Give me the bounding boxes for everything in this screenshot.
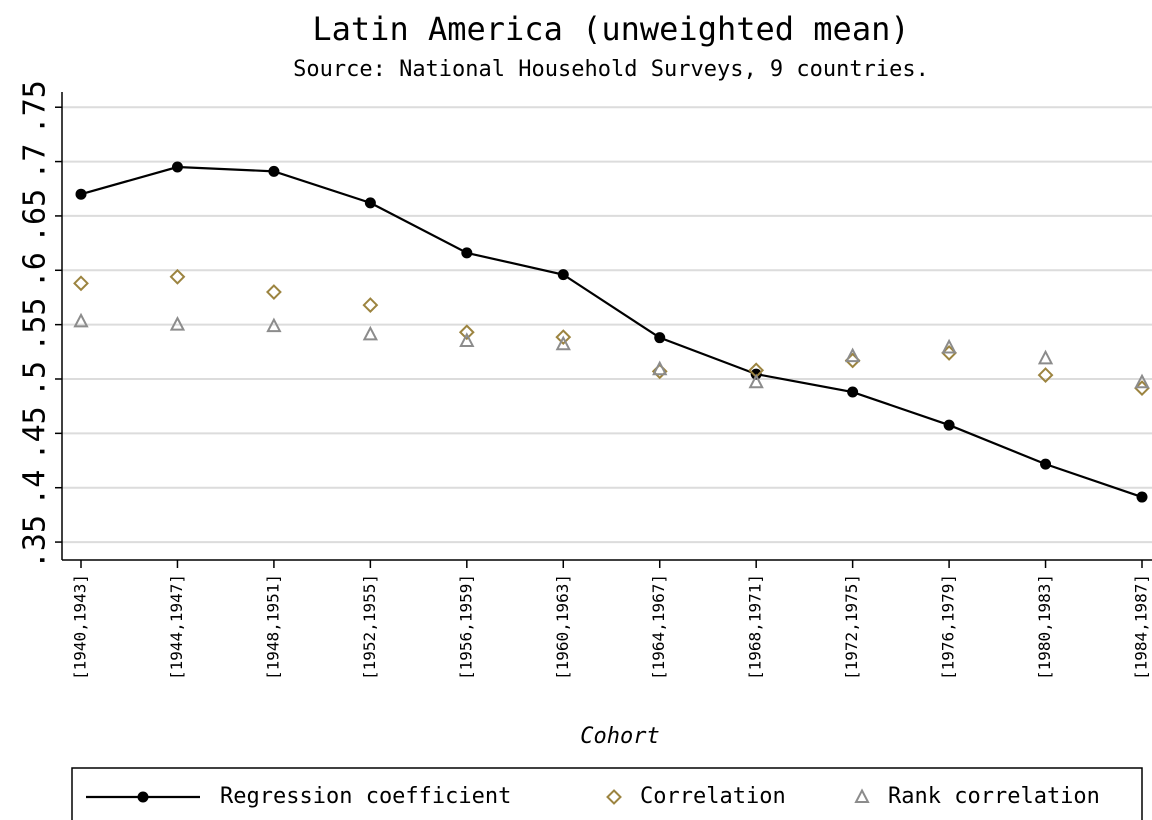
- data-point: [459, 332, 475, 347]
- y-tick-label: .65: [18, 189, 53, 243]
- x-tick-label: [1972,1975]: [842, 574, 861, 680]
- legend-marker: [854, 788, 870, 803]
- data-point: [847, 386, 859, 398]
- data-point: [362, 297, 379, 313]
- data-point: [73, 275, 89, 292]
- x-tick-label: [1980,1983]: [1035, 574, 1054, 680]
- data-point: [169, 315, 186, 331]
- data-point: [364, 197, 376, 209]
- x-tick-label: [1944,1947]: [167, 574, 186, 680]
- y-tick-label: .5: [18, 361, 53, 397]
- y-tick-label: .45: [18, 406, 53, 460]
- legend-marker: [137, 791, 149, 803]
- data-point: [461, 247, 473, 259]
- legend-label: Regression coefficient: [220, 784, 511, 809]
- x-tick-label: [1968,1971]: [746, 574, 765, 680]
- y-tick-label: .6: [18, 252, 53, 288]
- y-tick-label: .75: [18, 80, 53, 134]
- data-point: [265, 284, 282, 300]
- data-point: [73, 312, 89, 328]
- data-point: [652, 360, 668, 376]
- data-point: [171, 161, 183, 173]
- x-tick-label: [1948,1951]: [263, 574, 282, 680]
- x-tick-label: [1940,1943]: [71, 574, 90, 680]
- data-point: [943, 419, 955, 431]
- data-point: [75, 188, 87, 200]
- y-tick-label: .4: [18, 470, 53, 506]
- x-tick-label: [1960,1963]: [553, 574, 572, 680]
- data-point: [1134, 373, 1150, 389]
- x-tick-label: [1976,1979]: [939, 574, 958, 680]
- data-point: [1037, 349, 1054, 365]
- data-point: [458, 324, 475, 341]
- legend-label: Rank correlation: [888, 784, 1100, 809]
- data-point: [266, 317, 282, 333]
- y-tick-label: .7: [18, 144, 53, 180]
- data-point: [555, 329, 572, 346]
- chart-title: Latin America (unweighted mean): [312, 10, 909, 48]
- x-tick-label: [1964,1967]: [649, 574, 668, 680]
- chart-subtitle: Source: National Household Surveys, 9 co…: [293, 57, 929, 82]
- x-tick-label: [1952,1955]: [360, 574, 379, 680]
- data-point: [268, 165, 280, 177]
- x-axis-title: Cohort: [580, 724, 659, 749]
- data-point: [1037, 367, 1054, 383]
- data-point: [362, 325, 379, 341]
- legend-marker: [606, 789, 622, 805]
- data-point: [557, 269, 569, 281]
- data-point: [748, 373, 764, 389]
- data-point: [1040, 458, 1052, 470]
- x-tick-label: [1984,1987]: [1132, 574, 1151, 680]
- y-tick-label: .55: [18, 298, 53, 352]
- series-line: [80, 165, 1143, 499]
- data-point: [1136, 491, 1148, 503]
- x-tick-label: [1956,1959]: [456, 574, 475, 680]
- legend-label: Correlation: [640, 784, 786, 809]
- data-point: [555, 335, 571, 351]
- data-point: [169, 268, 186, 285]
- data-point: [941, 338, 957, 354]
- data-point: [654, 332, 666, 344]
- data-point: [844, 347, 861, 363]
- legend-box: [71, 767, 1143, 820]
- y-tick-label: .35: [18, 515, 53, 569]
